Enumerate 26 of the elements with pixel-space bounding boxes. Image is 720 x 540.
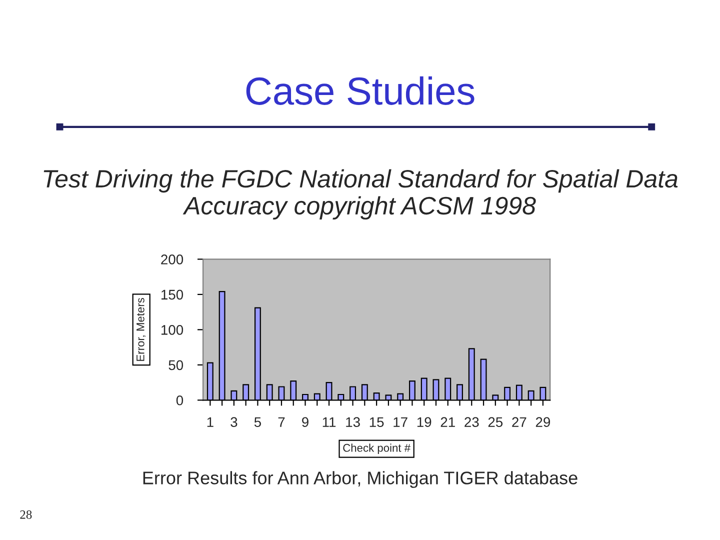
x-tick-label: 7	[278, 417, 285, 427]
x-tick-label: 15	[370, 417, 384, 428]
x-tick-label: 17	[394, 417, 408, 427]
x-tick-label: 13	[346, 417, 360, 428]
y-tick-label: 100	[161, 325, 184, 335]
text: 28	[20, 510, 32, 519]
x-tick-label: 25	[488, 417, 503, 428]
x-axis-title: Check point #	[343, 444, 410, 454]
x-tick-label: 23	[464, 417, 479, 428]
x-tick-label: 27	[512, 417, 526, 427]
x-tick-label: 5	[254, 417, 261, 428]
x-tick-label: 1	[207, 417, 214, 427]
y-axis-title: Error, Meters	[136, 298, 146, 361]
x-tick-label: 9	[302, 417, 308, 428]
chart-subtitle: Test Driving the FGDC National Standard for Spatial Data Accuracy copyright ACSM 1998	[44, 169, 678, 220]
x-tick-label: 29	[536, 417, 550, 428]
y-tick-label: 150	[161, 290, 184, 300]
x-tick-label: 21	[440, 417, 455, 427]
x-tick-label: 3	[230, 417, 238, 428]
x-tick-label: 19	[417, 417, 432, 428]
text: Error Results for Ann Arbor, Michigan TIGER database	[143, 471, 578, 488]
chart-title: Case Studies	[246, 76, 474, 105]
y-tick-label: 50	[168, 360, 184, 370]
y-tick-label: 200	[161, 254, 184, 264]
y-tick-label: 0	[176, 395, 184, 406]
x-tick-label: 11	[322, 417, 336, 427]
